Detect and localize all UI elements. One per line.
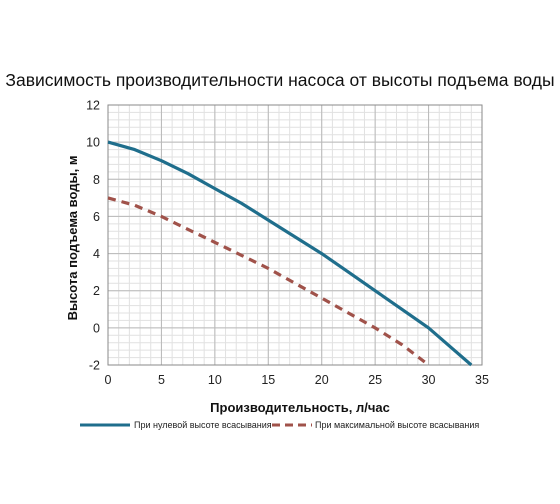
x-tick-label: 35 (475, 373, 489, 387)
x-tick-label: 15 (261, 373, 275, 387)
y-tick-label: 4 (93, 247, 100, 261)
x-tick-label: 0 (105, 373, 112, 387)
y-tick-labels: -2 0 2 4 6 8 10 12 (86, 99, 100, 373)
x-tick-label: 20 (315, 373, 329, 387)
x-tick-label: 10 (208, 373, 222, 387)
y-tick-label: 10 (86, 136, 100, 150)
y-tick-label: 12 (86, 99, 100, 113)
y-tick-label: 8 (93, 173, 100, 187)
series-line-1 (107, 140, 473, 367)
legend: При нулевой высоте всасывания При максим… (80, 420, 479, 430)
x-tick-label: 30 (422, 373, 436, 387)
series-line-2 (107, 196, 430, 367)
plot-frame (107, 104, 483, 366)
y-tick-label: 0 (93, 321, 100, 335)
legend-label-series-2: При максимальной высоте всасывания (315, 420, 479, 430)
y-tick-label: 2 (93, 284, 100, 298)
chart-title: Зависимость производительности насоса от… (5, 70, 555, 90)
x-tick-label: 5 (158, 373, 165, 387)
plot-border (107, 104, 483, 366)
y-axis-title: Высота подъема воды, м (65, 156, 80, 321)
x-axis-title: Производительность, л/час (210, 400, 390, 415)
y-tick-label: 6 (93, 210, 100, 224)
legend-label-series-1: При нулевой высоте всасывания (134, 420, 272, 430)
x-tick-label: 25 (368, 373, 382, 387)
x-tick-labels: 0 5 10 15 20 25 30 35 (105, 373, 489, 387)
y-tick-label: -2 (89, 359, 100, 373)
series-layer (107, 140, 473, 367)
